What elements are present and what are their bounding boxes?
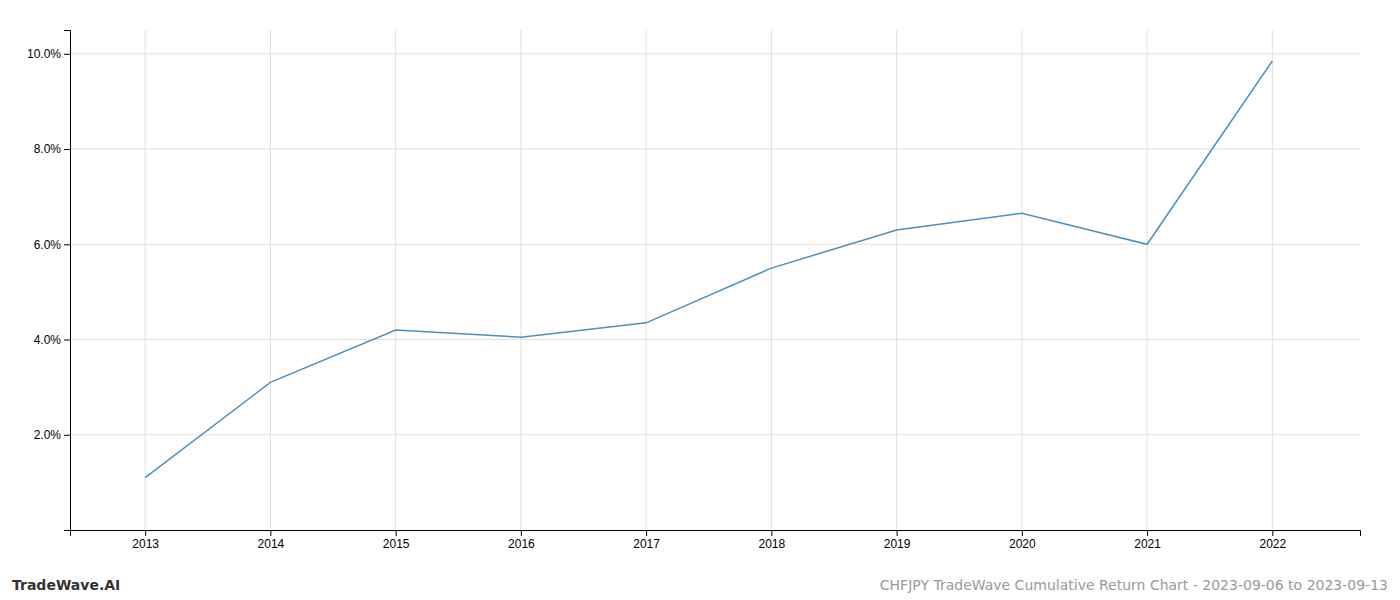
y-tick: 4.0% <box>34 333 70 347</box>
grid-line <box>70 53 1360 54</box>
y-axis-line <box>64 31 71 531</box>
grid-line <box>771 30 772 530</box>
grid-line <box>145 30 146 530</box>
x-tick: 2014 <box>258 530 285 551</box>
x-tick: 2018 <box>759 530 786 551</box>
y-tick: 10.0% <box>27 47 70 61</box>
y-tick-mark <box>64 149 70 150</box>
grid-line <box>896 30 897 530</box>
y-tick-mark <box>64 54 70 55</box>
y-tick-mark <box>64 340 70 341</box>
y-tick: 6.0% <box>34 238 70 252</box>
x-tick-mark <box>396 530 397 536</box>
grid-line <box>395 30 396 530</box>
x-tick-mark <box>1272 530 1273 536</box>
x-tick: 2016 <box>508 530 535 551</box>
x-axis-line <box>71 531 1361 537</box>
y-tick-mark <box>64 244 70 245</box>
x-tick-mark <box>270 530 271 536</box>
y-tick: 2.0% <box>34 428 70 442</box>
x-tick-label: 2013 <box>132 537 159 551</box>
y-tick-label: 10.0% <box>27 47 61 61</box>
y-tick: 8.0% <box>34 142 70 156</box>
x-tick-mark <box>897 530 898 536</box>
y-tick-mark <box>64 435 70 436</box>
footer-left: TradeWave.AI <box>12 577 120 593</box>
marks <box>145 61 1272 478</box>
x-tick-label: 2015 <box>383 537 410 551</box>
y-tick-label: 4.0% <box>34 333 62 347</box>
line <box>145 61 1272 478</box>
x-tick-label: 2016 <box>508 537 535 551</box>
x-tick-mark <box>646 530 647 536</box>
x-tick-label: 2018 <box>759 537 786 551</box>
y-axis: 2.0% 4.0% 6.0% 8.0% 10.0% <box>27 31 71 531</box>
x-tick: 2020 <box>1009 530 1036 551</box>
x-tick-label: 2022 <box>1259 537 1286 551</box>
grid-line <box>646 30 647 530</box>
x-tick-mark <box>771 530 772 536</box>
grid-line <box>270 30 271 530</box>
x-tick-mark <box>145 530 146 536</box>
footer-right: CHFJPY TradeWave Cumulative Return Chart… <box>880 577 1388 593</box>
x-tick-label: 2020 <box>1009 537 1036 551</box>
x-tick-label: 2019 <box>884 537 911 551</box>
grid-line <box>70 339 1360 340</box>
x-tick: 2019 <box>884 530 911 551</box>
y-tick-label: 8.0% <box>34 142 62 156</box>
y-tick-label: 6.0% <box>34 238 62 252</box>
grid-line <box>520 30 521 530</box>
x-axis: 2013 2014 2015 2016 2017 2018 2019 2020 2021 2022 <box>71 530 1361 551</box>
x-tick: 2021 <box>1134 530 1161 551</box>
grid-line <box>70 149 1360 150</box>
x-tick-mark <box>1022 530 1023 536</box>
y-tick-label: 2.0% <box>34 428 62 442</box>
grid-line <box>70 434 1360 435</box>
x-tick: 2017 <box>633 530 660 551</box>
x-tick-label: 2017 <box>633 537 660 551</box>
grid-line <box>1021 30 1022 530</box>
grid <box>70 30 1360 530</box>
chart: 2013 2014 2015 2016 2017 2018 2019 2020 2021 2022… <box>0 0 1400 600</box>
x-tick: 2013 <box>132 530 159 551</box>
grid-line <box>70 244 1360 245</box>
x-tick: 2015 <box>383 530 410 551</box>
grid-line <box>1147 30 1148 530</box>
x-tick-mark <box>521 530 522 536</box>
plot: 2013 2014 2015 2016 2017 2018 2019 2020 2021 2022… <box>27 30 1361 551</box>
x-tick-label: 2021 <box>1134 537 1161 551</box>
grid-line <box>1272 30 1273 530</box>
x-tick: 2022 <box>1259 530 1286 551</box>
x-tick-mark <box>1147 530 1148 536</box>
x-tick-label: 2014 <box>258 537 285 551</box>
